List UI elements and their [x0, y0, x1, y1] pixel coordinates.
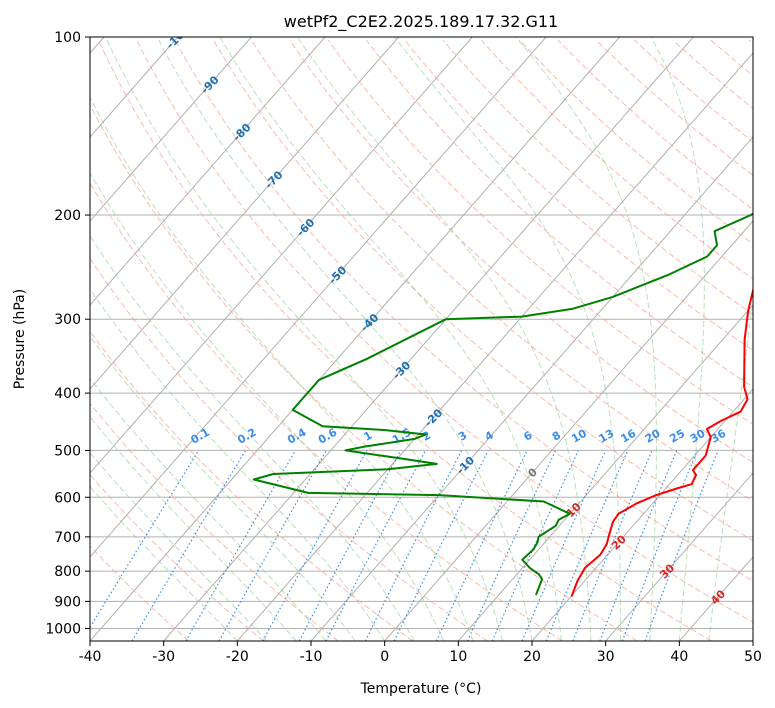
- dry-adiabat-line: [212, 39, 753, 542]
- x-tick-label: 30: [597, 649, 615, 665]
- mixing-ratio-line: [621, 450, 698, 641]
- dry-adiabat-line: [480, 39, 753, 280]
- mixing-ratio-line: [218, 450, 327, 641]
- y-tick-label: 900: [54, 594, 81, 610]
- moist-adiabat-line: [90, 485, 238, 641]
- y-tick-label: 100: [54, 30, 81, 46]
- moist-adiabat-line: [90, 288, 386, 641]
- moist-adiabat-line: [90, 172, 445, 641]
- dewpoint-profile-line: [252, 212, 753, 596]
- moist-adiabat-line: [90, 234, 415, 641]
- y-tick-label: 500: [54, 443, 81, 459]
- isotherm-line: [90, 37, 252, 222]
- isotherm-line: [310, 136, 753, 641]
- plot-frame: [89, 36, 754, 642]
- profiles: [252, 212, 753, 597]
- dry-adiabat-line: [595, 39, 753, 176]
- moist-adiabat-line: [156, 37, 533, 641]
- mixing-ratio-line: [364, 450, 463, 641]
- isotherm-line: [236, 52, 753, 641]
- isotherm-line: [90, 37, 621, 641]
- isotherm-line: [90, 37, 326, 306]
- x-tick-label: 40: [670, 649, 688, 665]
- y-tick-label: 400: [54, 386, 81, 402]
- moist-adiabat-line: [219, 37, 562, 641]
- moist-adiabat-line: [90, 377, 327, 641]
- dry-adiabat-line: [174, 39, 753, 582]
- x-axis-title: Temperature (°C): [360, 681, 482, 697]
- mixing-ratio-line: [521, 450, 607, 641]
- mixing-ratio-line: [262, 450, 368, 641]
- isotherm-line: [531, 388, 753, 641]
- dry-adiabat-line: [90, 103, 638, 641]
- y-tick-label: 800: [54, 564, 81, 580]
- dry-adiabat-line: [90, 182, 563, 641]
- y-tick-label: 700: [54, 530, 81, 546]
- x-tick-label: -10: [300, 649, 323, 665]
- isotherm-line: [90, 37, 473, 474]
- moist-adiabat-line: [90, 451, 268, 641]
- dry-adiabat-line: [90, 402, 339, 641]
- dry-adiabat-line: [90, 473, 264, 641]
- isotherm-line: [90, 37, 547, 558]
- y-tick-label: 200: [54, 208, 81, 224]
- x-tick-label: 0: [380, 649, 389, 665]
- moist-adiabat-line: [650, 37, 705, 641]
- x-tick-label: 20: [523, 649, 541, 665]
- mixing-ratio-line: [491, 450, 579, 641]
- mixing-ratio-line: [599, 450, 678, 641]
- dry-adiabat-line: [519, 39, 753, 245]
- y-axis-title: Pressure (hPa): [12, 289, 28, 389]
- moist-adiabat-line: [708, 294, 753, 641]
- x-tick-label: -40: [79, 649, 102, 665]
- x-tick-label: -20: [226, 649, 249, 665]
- isotherm-line: [163, 37, 694, 641]
- dry-adiabat-line: [90, 330, 414, 641]
- moist-adiabat-line: [90, 96, 474, 641]
- dry-adiabat-line: [90, 257, 488, 641]
- dry-adiabat-line: [97, 39, 712, 641]
- mixing-ratio-line: [572, 450, 653, 641]
- x-tick-label: -30: [152, 649, 175, 665]
- x-axis: -40 -30 -20 -10 0 10 20 30 40 50: [79, 641, 762, 665]
- moist-adiabat-line: [515, 37, 657, 641]
- y-axis: 1000 900 800 700 600 500 400 300 200 100: [45, 30, 90, 637]
- mixing-ratio-line: [644, 450, 719, 641]
- dry-adiabat-line: [251, 39, 753, 502]
- moist-adiabat-line: [90, 416, 297, 641]
- mixing-ratio-line: [393, 450, 489, 641]
- temperature-profile-line: [570, 286, 753, 597]
- dry-adiabat-line: [327, 39, 753, 425]
- mixing-ratio-line: [90, 450, 200, 629]
- moist-adiabat-line: [90, 335, 356, 641]
- dry-adiabat-line: [289, 39, 753, 463]
- isotherm-line: [90, 37, 400, 390]
- chart-title: wetPf2_C2E2.2025.189.17.32.G11: [284, 12, 558, 32]
- moist-adiabat-line: [393, 37, 621, 641]
- y-tick-label: 600: [54, 490, 81, 506]
- isotherm-line: [457, 304, 753, 641]
- mixing-ratio-line: [545, 450, 629, 641]
- isotherm-line: [605, 472, 753, 641]
- dry-adiabat-line: [633, 39, 753, 143]
- mixing-ratio-line: [298, 450, 402, 641]
- y-tick-label: 1000: [45, 621, 81, 637]
- x-tick-label: 50: [744, 649, 762, 665]
- background-lines: [90, 37, 753, 641]
- x-tick-label: 10: [449, 649, 467, 665]
- moist-adiabat-line: [296, 37, 592, 641]
- dry-adiabat-line: [557, 39, 753, 211]
- isotherm-line: [384, 220, 753, 641]
- y-tick-label: 300: [54, 312, 81, 328]
